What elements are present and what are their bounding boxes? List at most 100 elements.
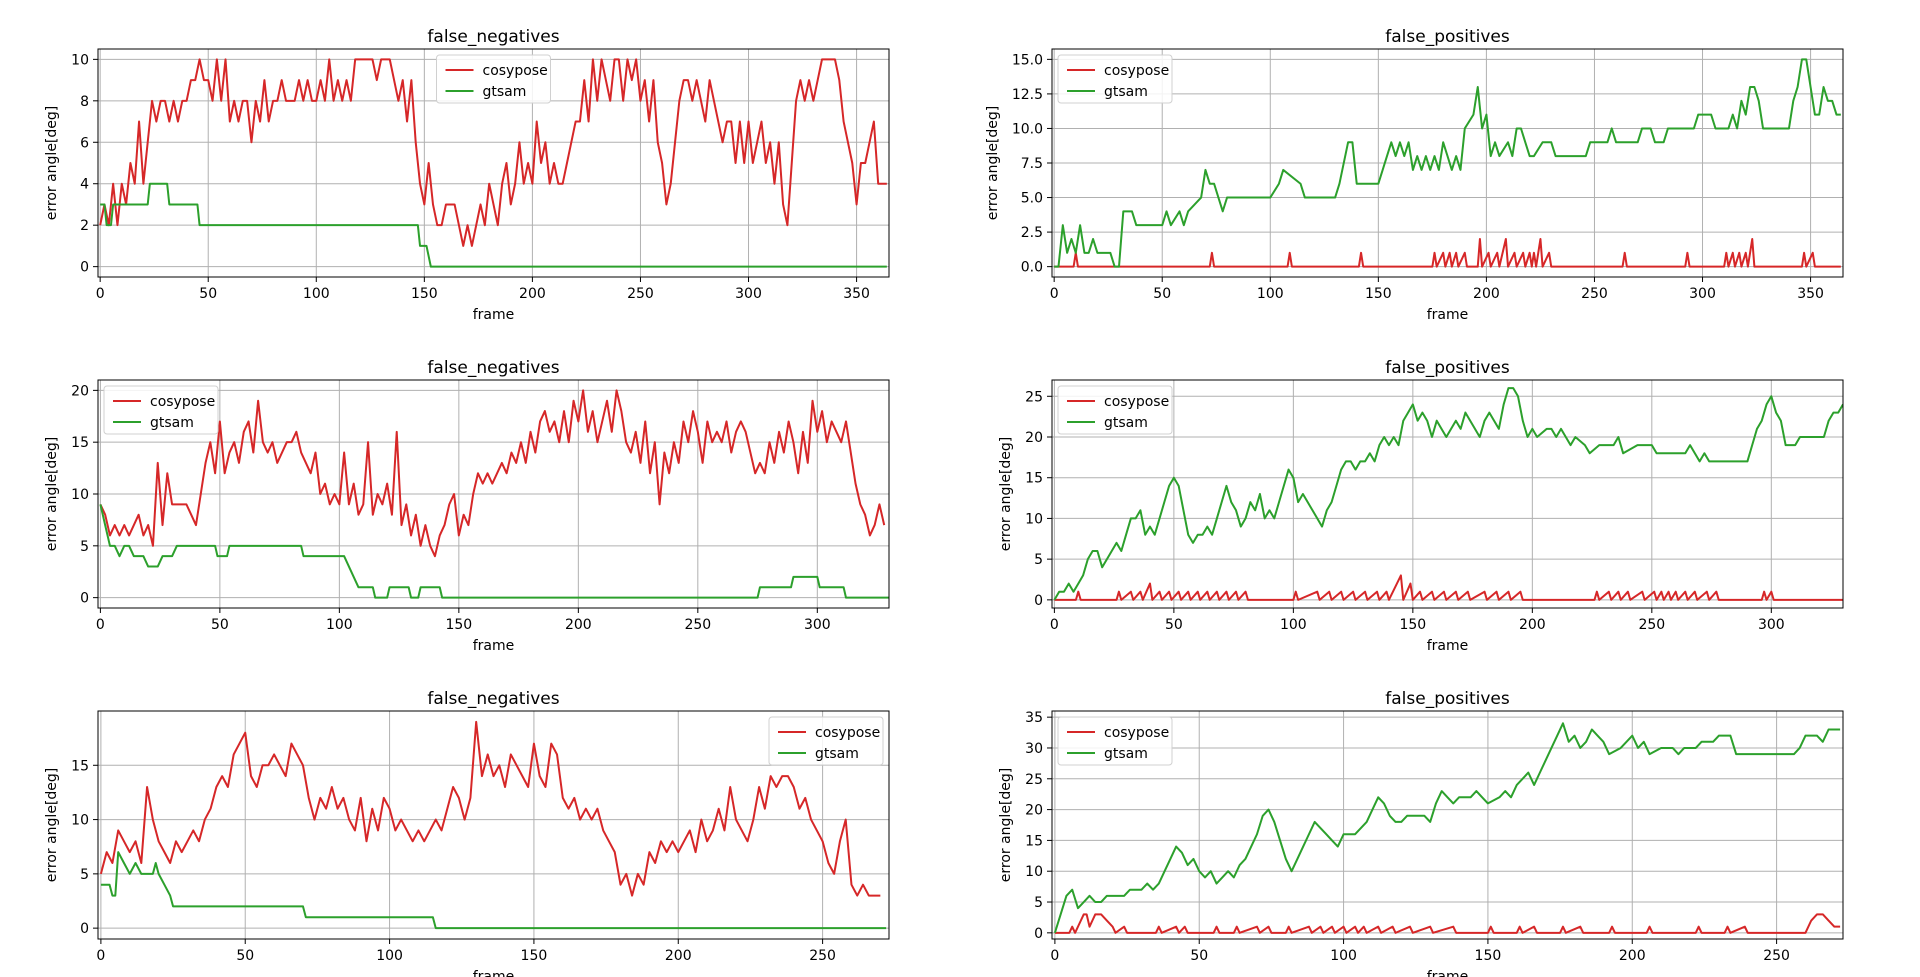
- axes-frame: [97, 48, 890, 278]
- y-axis-label: error angle[deg]: [44, 106, 60, 221]
- y-tick-label: 10: [71, 487, 89, 503]
- series-line-gtsam: [100, 182, 887, 268]
- y-tick-label: 0: [80, 591, 89, 607]
- legend: cosypose gtsam: [436, 54, 551, 104]
- y-tick-label: 7.5: [1021, 156, 1043, 172]
- chart-panel-3: 0 50 100 150 200 250 300 0 5 10 15 20 false_negative…: [44, 358, 890, 654]
- series-line-gtsam: [1053, 722, 1841, 934]
- y-tick-label: 5.0: [1021, 191, 1043, 207]
- y-tick-label: 20: [1025, 430, 1043, 446]
- x-tick-label: 50: [1165, 617, 1183, 633]
- y-axis-label: error angle[deg]: [44, 437, 60, 552]
- x-tick-label: 250: [1638, 617, 1665, 633]
- y-tick-label: 20: [71, 383, 89, 399]
- y-axis-label: error angle[deg]: [44, 768, 60, 883]
- y-tick-label: 2.5: [1021, 225, 1043, 241]
- series-line-gtsam: [99, 504, 889, 599]
- x-tick-label: 200: [1473, 286, 1500, 302]
- x-tick-label: 150: [1365, 286, 1392, 302]
- x-tick-label: 50: [211, 617, 229, 633]
- series-line-cosypose: [99, 720, 881, 897]
- chart-title: false_positives: [1385, 689, 1510, 709]
- x-tick-label: 300: [804, 617, 831, 633]
- x-tick-label: 150: [445, 617, 472, 633]
- x-tick-label: 250: [809, 948, 836, 964]
- y-tick-label: 0.0: [1021, 260, 1043, 276]
- chart-panel-2: 0 50 100 150 200 250 300 350 0.0 2.5 5.0 7.5 10.0 12.…: [985, 27, 1844, 323]
- x-tick-label: 150: [411, 286, 438, 302]
- x-tick-label: 100: [1257, 286, 1284, 302]
- x-tick-label: 250: [684, 617, 711, 633]
- y-tick-label: 15.0: [1012, 52, 1043, 68]
- y-tick-label: 25: [1025, 772, 1043, 788]
- y-tick-label: 10.0: [1012, 121, 1043, 137]
- y-tick-label: 35: [1025, 710, 1043, 726]
- series-line-gtsam: [1053, 387, 1843, 601]
- y-tick-label: 15: [71, 758, 89, 774]
- legend-label-cosypose: cosypose: [483, 63, 548, 79]
- x-tick-label: 0: [96, 617, 105, 633]
- x-tick-label: 150: [521, 948, 548, 964]
- y-tick-label: 10: [1025, 511, 1043, 527]
- legend-label-gtsam: gtsam: [1104, 415, 1148, 431]
- axes-frame: [97, 710, 890, 940]
- x-axis-label: frame: [473, 307, 515, 323]
- y-tick-label: 15: [71, 435, 89, 451]
- x-tick-label: 350: [1797, 286, 1824, 302]
- series-line-cosypose: [99, 389, 886, 558]
- y-tick-label: 20: [1025, 803, 1043, 819]
- y-tick-label: 10: [1025, 864, 1043, 880]
- y-tick-label: 15: [1025, 471, 1043, 487]
- x-tick-label: 200: [1619, 948, 1646, 964]
- x-tick-label: 50: [236, 948, 254, 964]
- y-axis-label: error angle[deg]: [998, 437, 1014, 552]
- x-tick-label: 250: [627, 286, 654, 302]
- x-tick-label: 0: [96, 286, 105, 302]
- x-axis-label: frame: [473, 638, 515, 654]
- y-tick-label: 5: [1034, 552, 1043, 568]
- x-tick-label: 50: [199, 286, 217, 302]
- legend-label-gtsam: gtsam: [1104, 84, 1148, 100]
- x-tick-label: 50: [1190, 948, 1208, 964]
- series-line-gtsam: [1054, 58, 1841, 268]
- x-tick-label: 200: [519, 286, 546, 302]
- y-tick-label: 8: [80, 94, 89, 110]
- x-tick-label: 100: [1280, 617, 1307, 633]
- y-tick-label: 6: [80, 135, 89, 151]
- chart-panel-1: 0 50 100 150 200 250 300 350 0 2 4 6 8 10 false_negati…: [44, 27, 890, 323]
- y-tick-label: 2: [80, 218, 89, 234]
- x-tick-label: 100: [303, 286, 330, 302]
- y-tick-label: 15: [1025, 833, 1043, 849]
- legend-label-gtsam: gtsam: [1104, 746, 1148, 762]
- x-tick-label: 0: [1050, 617, 1059, 633]
- series-line-cosypose: [99, 58, 887, 247]
- x-tick-label: 300: [1758, 617, 1785, 633]
- series-line-cosypose: [1054, 238, 1841, 268]
- legend-label-gtsam: gtsam: [483, 84, 527, 100]
- legend-label-gtsam: gtsam: [815, 746, 859, 762]
- x-axis-label: frame: [473, 969, 515, 977]
- y-tick-label: 12.5: [1012, 87, 1043, 103]
- legend: cosypose gtsam: [103, 385, 219, 435]
- x-tick-label: 200: [665, 948, 692, 964]
- legend: cosypose gtsam: [768, 716, 884, 766]
- y-tick-label: 10: [71, 52, 89, 68]
- x-tick-label: 100: [1330, 948, 1357, 964]
- chart-title: false_positives: [1385, 358, 1510, 378]
- legend: cosypose gtsam: [1057, 716, 1173, 766]
- x-tick-label: 300: [735, 286, 762, 302]
- y-axis-label: error angle[deg]: [998, 768, 1014, 883]
- x-tick-label: 0: [96, 948, 105, 964]
- x-tick-label: 100: [376, 948, 403, 964]
- chart-title: false_negatives: [427, 358, 559, 378]
- legend-label-cosypose: cosypose: [1104, 394, 1169, 410]
- y-tick-label: 5: [80, 539, 89, 555]
- x-tick-label: 200: [565, 617, 592, 633]
- legend-label-cosypose: cosypose: [815, 725, 880, 741]
- legend-label-cosypose: cosypose: [1104, 63, 1169, 79]
- chart-panel-5: 0 50 100 150 200 250 0 5 10 15 false_negativesfram…: [44, 689, 890, 977]
- x-tick-label: 250: [1763, 948, 1790, 964]
- x-tick-label: 0: [1050, 286, 1059, 302]
- y-tick-label: 0: [1034, 593, 1043, 609]
